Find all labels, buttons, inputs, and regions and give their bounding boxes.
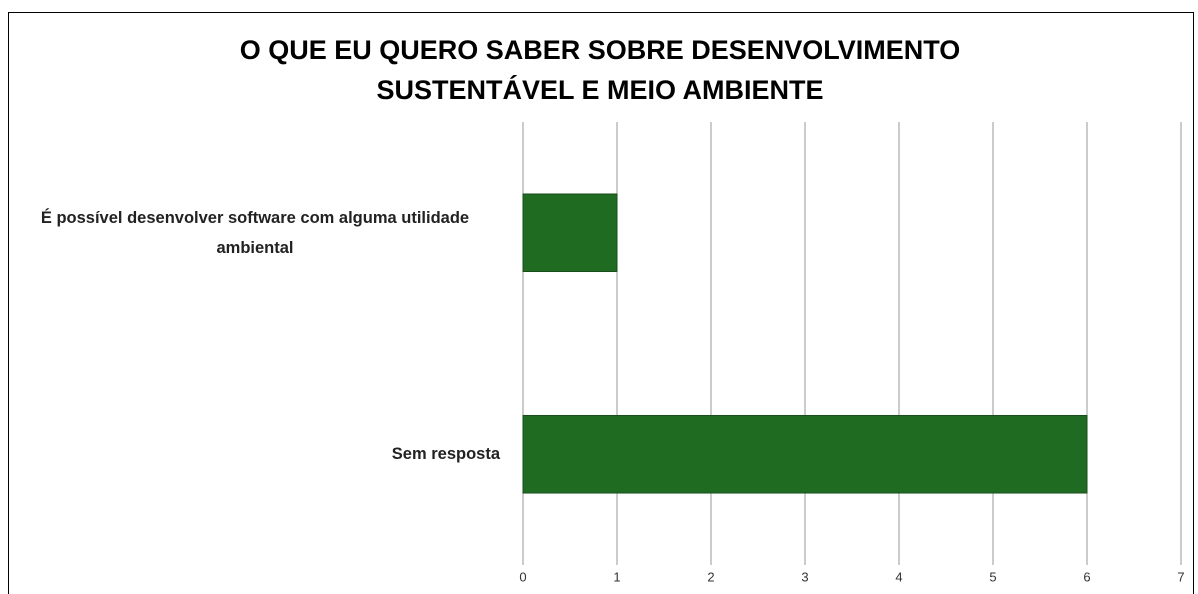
category-label-box: É possível desenvolver software com algu… bbox=[10, 203, 500, 263]
bar bbox=[522, 414, 1088, 494]
x-tick-label: 0 bbox=[519, 569, 526, 584]
chart-title: O QUE EU QUERO SABER SOBRE DESENVOLVIMEN… bbox=[239, 35, 961, 105]
x-tick-label: 3 bbox=[801, 569, 808, 584]
bar bbox=[522, 193, 618, 273]
x-tick-label: 2 bbox=[707, 569, 714, 584]
x-tick-label: 6 bbox=[1083, 569, 1090, 584]
x-tick-label: 7 bbox=[1177, 569, 1184, 584]
chart-frame bbox=[8, 12, 1194, 594]
x-tick-label: 5 bbox=[989, 569, 996, 584]
y-tick-label: É possível desenvolver software com algu… bbox=[40, 208, 470, 257]
x-tick-label: 1 bbox=[613, 569, 620, 584]
y-tick-label: Sem resposta bbox=[391, 445, 500, 464]
x-tick-label: 4 bbox=[895, 569, 902, 584]
category-label-box: Sem resposta bbox=[10, 439, 500, 469]
